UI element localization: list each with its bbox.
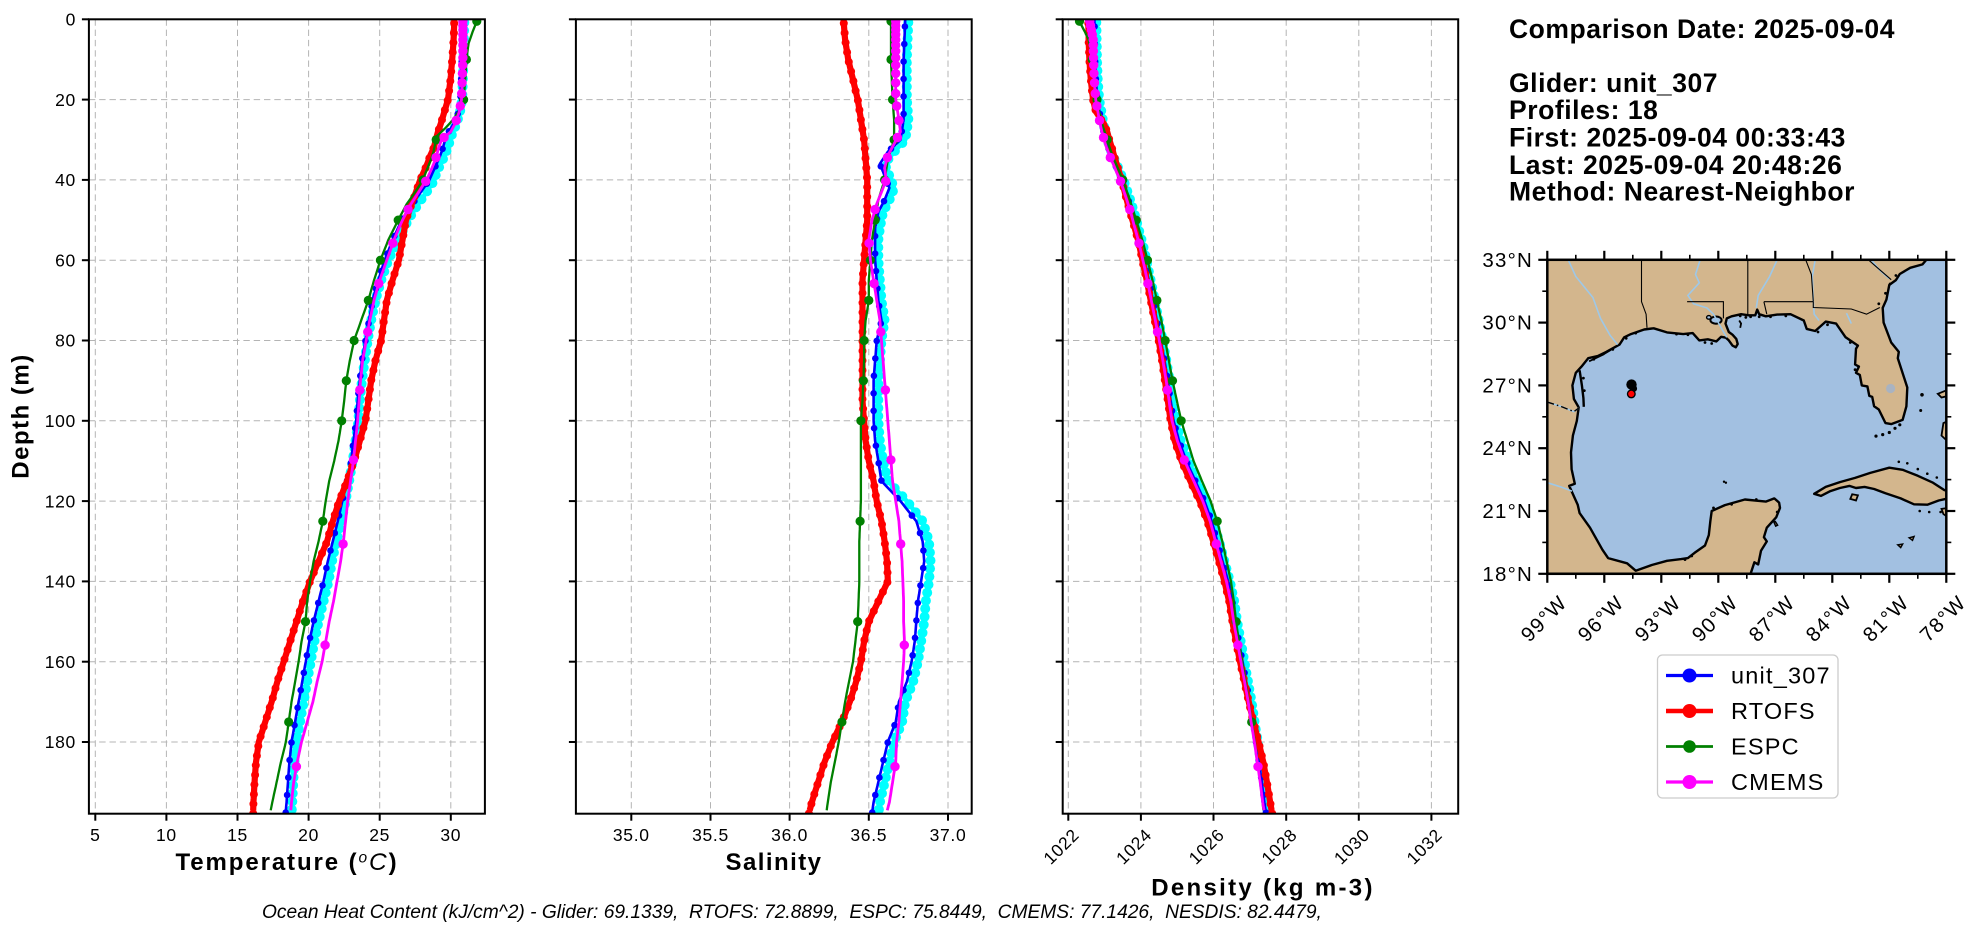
svg-text:30°N: 30°N — [1482, 312, 1533, 335]
svg-text:Depth (m): Depth (m) — [8, 353, 35, 478]
svg-text:CMEMS: CMEMS — [1731, 769, 1824, 795]
svg-text:40: 40 — [55, 170, 76, 190]
svg-text:20: 20 — [55, 90, 76, 110]
svg-text:Glider: unit_307: Glider: unit_307 — [1509, 68, 1718, 98]
svg-text:36.0: 36.0 — [771, 825, 808, 845]
svg-text:80: 80 — [55, 331, 76, 351]
svg-text:15: 15 — [227, 825, 248, 845]
svg-text:Comparison Date: 2025-09-04: Comparison Date: 2025-09-04 — [1509, 14, 1895, 44]
svg-text:Density (kg m-3): Density (kg m-3) — [1151, 875, 1375, 902]
svg-text:33°N: 33°N — [1482, 249, 1533, 272]
svg-text:36.5: 36.5 — [850, 825, 887, 845]
svg-text:ESPC: ESPC — [1731, 734, 1800, 760]
svg-text:100: 100 — [45, 411, 76, 431]
svg-text:5: 5 — [90, 825, 100, 845]
svg-text:First: 2025-09-04 00:33:43: First: 2025-09-04 00:33:43 — [1509, 123, 1846, 153]
svg-text:Last: 2025-09-04 20:48:26: Last: 2025-09-04 20:48:26 — [1509, 150, 1842, 180]
svg-text:0: 0 — [66, 10, 76, 30]
svg-text:21°N: 21°N — [1482, 500, 1533, 523]
svg-text:Salinity: Salinity — [726, 849, 823, 876]
svg-text:RTOFS: RTOFS — [1731, 698, 1816, 724]
svg-text:24°N: 24°N — [1482, 437, 1533, 460]
svg-text:10: 10 — [156, 825, 177, 845]
svg-text:27°N: 27°N — [1482, 374, 1533, 397]
svg-text:Method: Nearest-Neighbor: Method: Nearest-Neighbor — [1509, 177, 1855, 207]
svg-text:unit_307: unit_307 — [1731, 663, 1831, 689]
svg-text:180: 180 — [45, 732, 76, 752]
svg-text:25: 25 — [369, 825, 390, 845]
svg-text:60: 60 — [55, 250, 76, 270]
svg-text:Ocean Heat Content (kJ/cm^2) -: Ocean Heat Content (kJ/cm^2) - Glider: 6… — [262, 902, 1322, 923]
svg-text:Profiles: 18: Profiles: 18 — [1509, 95, 1658, 125]
svg-text:37.0: 37.0 — [930, 825, 967, 845]
svg-text:35.0: 35.0 — [613, 825, 650, 845]
svg-text:30: 30 — [440, 825, 461, 845]
svg-text:120: 120 — [45, 491, 76, 511]
svg-text:35.5: 35.5 — [692, 825, 729, 845]
svg-text:18°N: 18°N — [1482, 563, 1533, 586]
svg-text:20: 20 — [298, 825, 319, 845]
svg-text:140: 140 — [45, 572, 76, 592]
svg-text:160: 160 — [45, 652, 76, 672]
